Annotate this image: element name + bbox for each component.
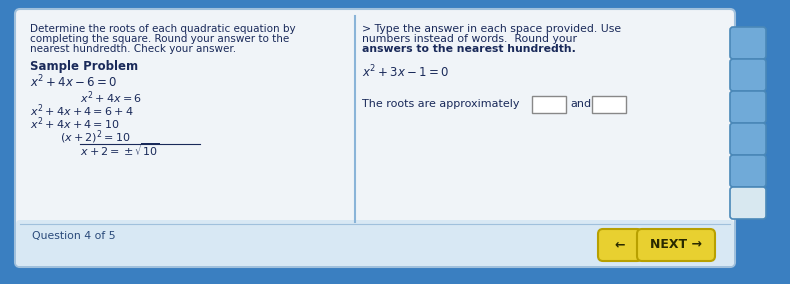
Text: answers to the nearest hundredth.: answers to the nearest hundredth. [362,44,576,54]
Text: ←: ← [615,239,625,252]
FancyBboxPatch shape [637,229,715,261]
Text: $x^2+4x+4=10$: $x^2+4x+4=10$ [30,115,120,131]
FancyBboxPatch shape [730,91,766,123]
FancyBboxPatch shape [15,9,735,267]
FancyBboxPatch shape [730,59,766,91]
Text: $x^2+4x=6$: $x^2+4x=6$ [80,89,142,106]
Text: NEXT →: NEXT → [650,239,702,252]
Text: $x^2+4x+4=6+4$: $x^2+4x+4=6+4$ [30,102,134,119]
Text: completing the square. Round your answer to the: completing the square. Round your answer… [30,34,289,44]
FancyBboxPatch shape [730,187,766,219]
Bar [532,96,566,113]
FancyBboxPatch shape [730,123,766,155]
Text: Question 4 of 5: Question 4 of 5 [32,231,115,241]
Text: $x^2+4x-6=0$: $x^2+4x-6=0$ [30,74,117,91]
FancyBboxPatch shape [730,155,766,187]
Text: Determine the roots of each quadratic equation by: Determine the roots of each quadratic eq… [30,24,295,34]
FancyBboxPatch shape [730,27,766,59]
Text: and: and [570,99,591,109]
Bar [592,96,626,113]
Text: nearest hundredth. Check your answer.: nearest hundredth. Check your answer. [30,44,236,54]
Text: $x+2=\pm\sqrt{10}$: $x+2=\pm\sqrt{10}$ [80,141,160,158]
Text: Sample Problem: Sample Problem [30,60,138,73]
Text: numbers instead of words.  Round your: numbers instead of words. Round your [362,34,577,44]
Text: The roots are approximately: The roots are approximately [362,99,520,109]
Text: > Type the answer in each space provided. Use: > Type the answer in each space provided… [362,24,621,34]
Text: $x^2+3x-1=0$: $x^2+3x-1=0$ [362,64,450,81]
FancyBboxPatch shape [16,220,734,266]
Text: $(x+2)^2=10$: $(x+2)^2=10$ [60,128,130,146]
FancyBboxPatch shape [598,229,642,261]
